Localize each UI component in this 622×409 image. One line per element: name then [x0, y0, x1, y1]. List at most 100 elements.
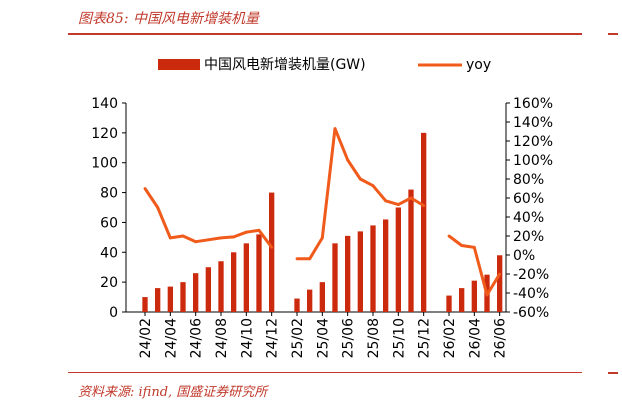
yoy-point-24-03	[156, 206, 160, 209]
y2-tick-label: -60%	[513, 305, 549, 321]
y-tick-label: 20	[100, 275, 118, 291]
yoy-point-26-06	[498, 272, 502, 276]
y2-tick-label: -40%	[513, 286, 549, 302]
yoy-point-24-06	[194, 240, 198, 244]
yoy-point-25-10	[396, 203, 400, 207]
x-tick-label: 25/08	[366, 318, 382, 358]
bar-24-02	[142, 297, 148, 312]
bar-24-11	[256, 234, 262, 312]
bar-26-03	[459, 288, 465, 312]
legend-bar-label: 中国风电新增装机量(GW)	[204, 57, 366, 73]
y-tick-label: 40	[100, 245, 118, 261]
yoy-point-24-11	[257, 228, 261, 232]
y-tick-label: 120	[91, 126, 118, 142]
y-tick-label: 60	[100, 215, 118, 231]
x-tick-label: 24/08	[214, 318, 230, 358]
yoy-point-25-06	[346, 158, 350, 162]
legend-bar-swatch	[158, 59, 200, 70]
yoy-point-24-04	[168, 236, 172, 240]
bar-25-08	[370, 225, 376, 312]
bar-26-04	[471, 280, 477, 312]
source-rule	[68, 372, 582, 373]
yoy-point-25-08	[371, 184, 375, 188]
y2-tick-label: 20%	[513, 229, 544, 245]
bar-25-07	[357, 231, 363, 312]
x-tick-label: 25/02	[290, 318, 306, 358]
bar-25-10	[395, 207, 401, 312]
bar-24-08	[218, 261, 224, 312]
yoy-point-25-04	[320, 236, 324, 240]
legend: 中国风电新增装机量(GW) yoy	[158, 57, 491, 73]
bar-25-06	[345, 235, 351, 312]
yoy-point-25-12	[422, 204, 426, 208]
yoy-point-24-07	[206, 238, 210, 242]
yoy-point-25-05	[333, 127, 337, 131]
yoy-point-26-04	[472, 246, 476, 249]
y2-tick-label: 80%	[513, 172, 544, 188]
y-tick-label: 100	[91, 156, 118, 172]
yoy-point-24-05	[181, 234, 185, 238]
y2-tick-label: 120%	[513, 134, 553, 150]
edge-mark-bottom	[608, 372, 618, 374]
x-tick-label: 25/10	[391, 318, 407, 358]
bar-26-06	[497, 255, 503, 312]
yoy-point-24-08	[219, 236, 223, 240]
bar-25-09	[383, 219, 389, 312]
x-tick-label: 25/04	[315, 318, 331, 358]
x-tick-label: 26/04	[467, 318, 483, 358]
x-tick-label: 26/02	[442, 318, 458, 358]
yoy-point-26-02	[447, 234, 451, 238]
y2-tick-label: 100%	[513, 153, 553, 169]
yoy-series	[143, 127, 502, 297]
bar-25-05	[332, 243, 338, 312]
figure-title: 图表85: 中国风电新增装机量	[78, 11, 259, 27]
x-tick-label: 24/12	[265, 318, 281, 358]
yoy-point-26-03	[460, 244, 464, 247]
bar-24-06	[193, 273, 199, 312]
bar-25-03	[307, 289, 313, 312]
yoy-point-24-10	[244, 230, 248, 234]
bar-24-03	[155, 288, 161, 312]
title-rule	[68, 33, 582, 35]
y-tick-label: 140	[91, 96, 118, 112]
bar-series	[142, 132, 503, 312]
source-note: 资料来源: ifind, 国盛证券研究所	[78, 385, 268, 400]
bar-24-07	[205, 267, 211, 312]
y2-tick-label: 40%	[513, 210, 544, 226]
yoy-point-24-02	[143, 187, 147, 190]
y-tick-label: 80	[100, 186, 118, 202]
bar-24-04	[167, 286, 173, 312]
axes: 0 20 40 60 80 100 120 140 -60% -40% -20% 0% 20% 40% 60…	[91, 96, 553, 358]
x-tick-label: 24/06	[189, 318, 205, 358]
bar-25-11	[408, 189, 414, 312]
bar-26-02	[446, 295, 452, 312]
bar-24-12	[269, 192, 275, 312]
y2-tick-label: 60%	[513, 191, 544, 207]
yoy-point-25-11	[409, 196, 413, 200]
yoy-point-25-03	[308, 257, 312, 261]
x-tick-label: 26/06	[493, 318, 509, 358]
yoy-point-26-05	[485, 293, 489, 297]
yoy-point-24-09	[232, 235, 236, 239]
x-tick-label: 25/06	[341, 318, 357, 358]
yoy-point-25-07	[358, 177, 362, 181]
y-tick-label: 0	[109, 305, 118, 321]
bar-24-10	[243, 243, 249, 312]
bar-24-09	[231, 252, 237, 312]
yoy-point-25-09	[384, 199, 388, 203]
legend-line-label: yoy	[466, 57, 491, 73]
y2-tick-label: 160%	[513, 96, 553, 112]
x-tick-label: 24/04	[163, 318, 179, 358]
y2-tick-label: 140%	[513, 115, 553, 131]
y2-tick-label: 0%	[513, 248, 535, 264]
edge-mark-top	[608, 33, 618, 35]
bar-25-12	[421, 132, 427, 312]
bar-24-05	[180, 282, 186, 312]
x-tick-label: 24/10	[239, 318, 255, 358]
yoy-point-25-02	[295, 257, 299, 261]
bar-25-02	[294, 298, 300, 312]
x-tick-label: 24/02	[138, 318, 154, 358]
bar-25-04	[319, 282, 325, 312]
x-tick-label: 25/12	[417, 318, 433, 358]
